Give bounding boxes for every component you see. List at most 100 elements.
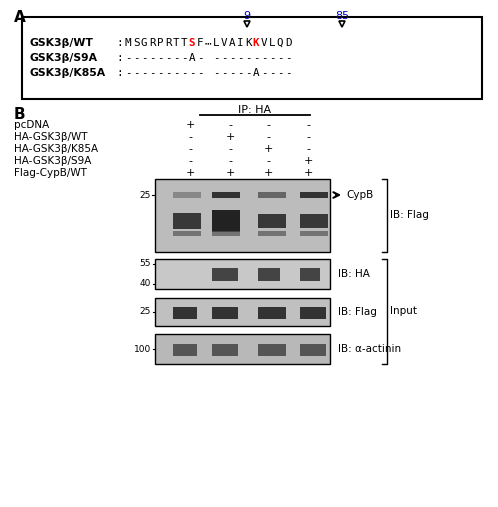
Bar: [212, 268, 238, 281]
Text: Input: Input: [390, 307, 417, 316]
Text: K: K: [253, 38, 259, 48]
Text: L: L: [213, 38, 219, 48]
Bar: [155, 179, 330, 252]
Text: IP: HA: IP: HA: [239, 105, 271, 115]
Text: 25: 25: [139, 308, 151, 316]
Bar: [173, 192, 201, 198]
Text: -: -: [133, 53, 139, 63]
Text: D: D: [285, 38, 291, 48]
Text: -: -: [266, 120, 270, 130]
Text: R: R: [149, 38, 155, 48]
Text: -: -: [221, 68, 227, 78]
Text: IB: Flag: IB: Flag: [338, 307, 377, 317]
Text: IB: HA: IB: HA: [338, 269, 370, 279]
Bar: [300, 231, 328, 236]
Text: -: -: [213, 68, 219, 78]
Text: I: I: [237, 38, 243, 48]
Bar: [173, 307, 197, 319]
Text: S: S: [133, 38, 139, 48]
Text: -: -: [221, 53, 227, 63]
Text: -: -: [197, 68, 203, 78]
Text: B: B: [14, 107, 25, 122]
Text: L: L: [269, 38, 275, 48]
Text: IB: Flag: IB: Flag: [390, 210, 429, 221]
Text: :: :: [117, 68, 123, 78]
Text: -: -: [125, 68, 131, 78]
Text: T: T: [173, 38, 179, 48]
Text: -: -: [261, 68, 267, 78]
Text: -: -: [188, 144, 192, 154]
Text: F: F: [197, 38, 203, 48]
Text: R: R: [165, 38, 171, 48]
Text: -: -: [189, 68, 195, 78]
Text: 55: 55: [139, 260, 151, 269]
Bar: [300, 307, 326, 319]
Text: HA-GSK3β/S9A: HA-GSK3β/S9A: [14, 156, 91, 166]
Text: -: -: [266, 132, 270, 142]
Text: -: -: [181, 68, 187, 78]
Bar: [258, 231, 286, 236]
Text: -: -: [197, 53, 203, 63]
Text: A: A: [253, 68, 259, 78]
Text: -: -: [237, 68, 243, 78]
Bar: [258, 214, 286, 228]
Text: -: -: [277, 68, 283, 78]
Text: -: -: [125, 53, 131, 63]
Text: +: +: [185, 168, 195, 178]
Text: -: -: [181, 53, 187, 63]
Text: GSK3β/S9A: GSK3β/S9A: [30, 53, 98, 63]
Text: -: -: [245, 68, 251, 78]
Text: HA-GSK3β/K85A: HA-GSK3β/K85A: [14, 144, 98, 154]
Text: V: V: [261, 38, 267, 48]
Bar: [258, 344, 286, 356]
Text: -: -: [141, 53, 147, 63]
Text: -: -: [188, 132, 192, 142]
Text: -: -: [228, 156, 232, 166]
Text: -: -: [306, 144, 310, 154]
Text: -: -: [149, 68, 155, 78]
Text: -: -: [141, 68, 147, 78]
Text: 100: 100: [134, 344, 151, 353]
Bar: [258, 307, 286, 319]
Text: -: -: [165, 68, 171, 78]
Bar: [212, 231, 240, 236]
Bar: [173, 213, 201, 229]
Text: -: -: [213, 53, 219, 63]
Text: -: -: [306, 132, 310, 142]
Bar: [300, 268, 320, 281]
Text: +: +: [303, 168, 313, 178]
Bar: [212, 307, 238, 319]
Text: +: +: [185, 120, 195, 130]
Text: CypB: CypB: [346, 190, 373, 200]
Bar: [173, 231, 201, 236]
Text: -: -: [188, 156, 192, 166]
Text: -: -: [266, 156, 270, 166]
Text: -: -: [269, 68, 275, 78]
Bar: [155, 298, 330, 326]
Text: ⋯: ⋯: [205, 38, 211, 48]
Text: IB: α-actinin: IB: α-actinin: [338, 344, 401, 354]
Text: -: -: [228, 144, 232, 154]
Text: -: -: [133, 68, 139, 78]
Text: Flag-CypB/WT: Flag-CypB/WT: [14, 168, 87, 178]
Text: GSK3β/K85A: GSK3β/K85A: [30, 68, 106, 78]
Bar: [212, 344, 238, 356]
Text: K: K: [245, 38, 251, 48]
Text: -: -: [165, 53, 171, 63]
Text: +: +: [225, 132, 235, 142]
Text: +: +: [263, 168, 273, 178]
Text: -: -: [229, 53, 235, 63]
Text: -: -: [237, 53, 243, 63]
Bar: [212, 192, 240, 198]
Bar: [173, 344, 197, 356]
Text: -: -: [157, 68, 163, 78]
Text: -: -: [277, 53, 283, 63]
Text: -: -: [157, 53, 163, 63]
Bar: [258, 192, 286, 198]
Text: P: P: [157, 38, 163, 48]
Text: -: -: [285, 53, 291, 63]
Bar: [300, 344, 326, 356]
Text: V: V: [221, 38, 227, 48]
Text: T: T: [181, 38, 187, 48]
Text: +: +: [225, 168, 235, 178]
